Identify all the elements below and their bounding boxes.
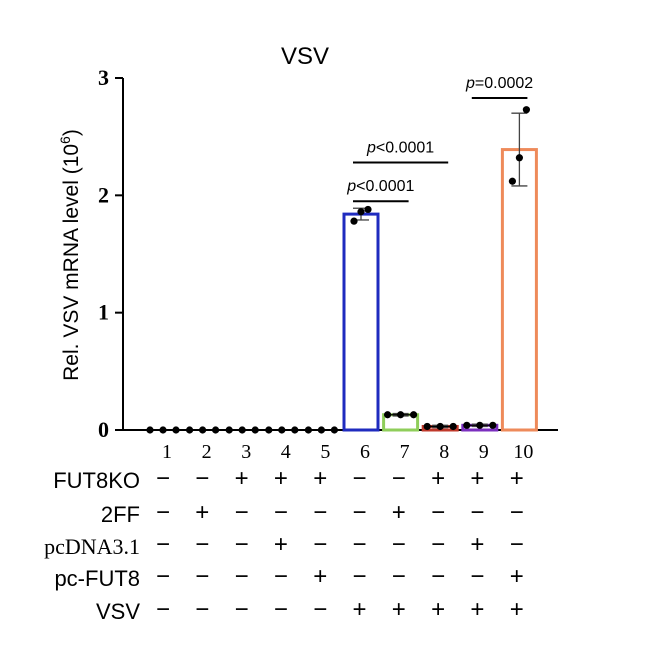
bar (342, 212, 380, 432)
condition-sign: − (392, 531, 406, 558)
condition-sign: − (195, 596, 209, 623)
x-tick-label: 7 (400, 441, 410, 463)
p-value-label: p<0.0001 (346, 178, 414, 195)
x-tick-label: 9 (479, 441, 489, 463)
condition-sign: + (274, 531, 288, 558)
condition-sign: − (195, 531, 209, 558)
condition-sign: − (510, 499, 524, 526)
condition-sign: + (392, 499, 406, 526)
x-tick-label: 3 (241, 441, 251, 463)
x-tick-label: 1 (162, 441, 172, 463)
condition-sign: − (352, 563, 366, 590)
y-axis-label-superscript: 6 (57, 136, 73, 144)
condition-sign: + (392, 596, 406, 623)
condition-sign: − (313, 596, 327, 623)
data-point (508, 177, 516, 185)
condition-sign: − (431, 499, 445, 526)
condition-sign: + (470, 531, 484, 558)
y-axis-label-close: ) (60, 129, 83, 136)
condition-sign: + (431, 465, 445, 492)
bar (500, 148, 538, 432)
data-points (146, 106, 531, 434)
condition-sign: − (235, 596, 249, 623)
p-value: =0.0002 (475, 75, 533, 92)
x-tick-label: 5 (320, 441, 330, 463)
p-symbol: p (465, 75, 475, 92)
condition-sign: + (431, 596, 445, 623)
y-axis-label: Rel. VSV mRNA level (106) (57, 129, 83, 381)
condition-label: FUT8KO (53, 468, 140, 493)
condition-sign: − (274, 563, 288, 590)
condition-sign: − (313, 531, 327, 558)
condition-sign: − (195, 563, 209, 590)
p-value-label: p<0.0001 (366, 139, 434, 156)
p-value: <0.0001 (376, 139, 434, 156)
y-tick-label: 2 (98, 182, 109, 207)
data-point (522, 106, 531, 114)
condition-sign: − (392, 563, 406, 590)
condition-label: pc-FUT8 (54, 566, 140, 591)
condition-matrix: FUT8KO − − + + + − − + + +2FF − + − − − − + − − −pcDNA3.1− − −… (44, 465, 524, 624)
condition-sign: − (235, 499, 249, 526)
condition-sign: + (195, 499, 209, 526)
x-tick-labels: 1 2 3 4 5 6 7 8 9 10 (162, 441, 533, 463)
y-tick-label: 3 (98, 65, 109, 90)
condition-label: VSV (96, 599, 140, 624)
condition-sign: + (470, 465, 484, 492)
condition-sign: + (470, 596, 484, 623)
condition-sign: − (470, 563, 484, 590)
data-point (364, 205, 372, 214)
x-tick-label: 2 (202, 441, 212, 463)
condition-sign: − (156, 499, 170, 526)
data-point (357, 208, 365, 216)
condition-label: pcDNA3.1 (44, 534, 140, 559)
x-tick-label: 4 (281, 441, 291, 463)
condition-sign: − (235, 563, 249, 590)
condition-sign: − (156, 596, 170, 623)
y-ticks: 0 1 2 3 (98, 65, 123, 442)
condition-sign: − (352, 531, 366, 558)
condition-sign: + (510, 465, 524, 492)
condition-sign: − (510, 531, 524, 558)
condition-sign: − (235, 531, 249, 558)
condition-sign: + (313, 563, 327, 590)
condition-sign: − (274, 499, 288, 526)
condition-sign: − (431, 563, 445, 590)
chart-title: VSV (281, 43, 329, 70)
condition-sign: + (510, 563, 524, 590)
condition-sign: + (274, 465, 288, 492)
data-point (515, 154, 524, 162)
condition-sign: + (510, 596, 524, 623)
condition-sign: + (313, 465, 327, 492)
y-tick-label: 0 (98, 417, 109, 442)
condition-sign: − (156, 531, 170, 558)
y-tick-label: 1 (98, 300, 109, 325)
condition-sign: − (431, 531, 445, 558)
condition-label: 2FF (101, 502, 140, 527)
p-symbol: p (346, 178, 356, 195)
data-point (225, 426, 233, 434)
y-axis-label-text: Rel. VSV mRNA level (10 (60, 144, 83, 381)
condition-sign: + (235, 465, 249, 492)
condition-sign: − (156, 465, 170, 492)
condition-sign: − (156, 563, 170, 590)
x-tick-label: 8 (439, 441, 449, 463)
condition-sign: − (470, 499, 484, 526)
condition-sign: − (195, 465, 209, 492)
data-point (350, 217, 358, 225)
p-value: <0.0001 (356, 178, 414, 195)
condition-sign: + (352, 596, 366, 623)
condition-sign: − (313, 499, 327, 526)
condition-sign: − (392, 465, 406, 492)
condition-sign: − (352, 499, 366, 526)
condition-sign: − (274, 596, 288, 623)
p-value-label: p=0.0002 (465, 75, 533, 92)
condition-sign: − (352, 465, 366, 492)
x-tick-label: 6 (360, 441, 370, 463)
x-tick-label: 10 (513, 441, 533, 463)
p-symbol: p (366, 139, 376, 156)
